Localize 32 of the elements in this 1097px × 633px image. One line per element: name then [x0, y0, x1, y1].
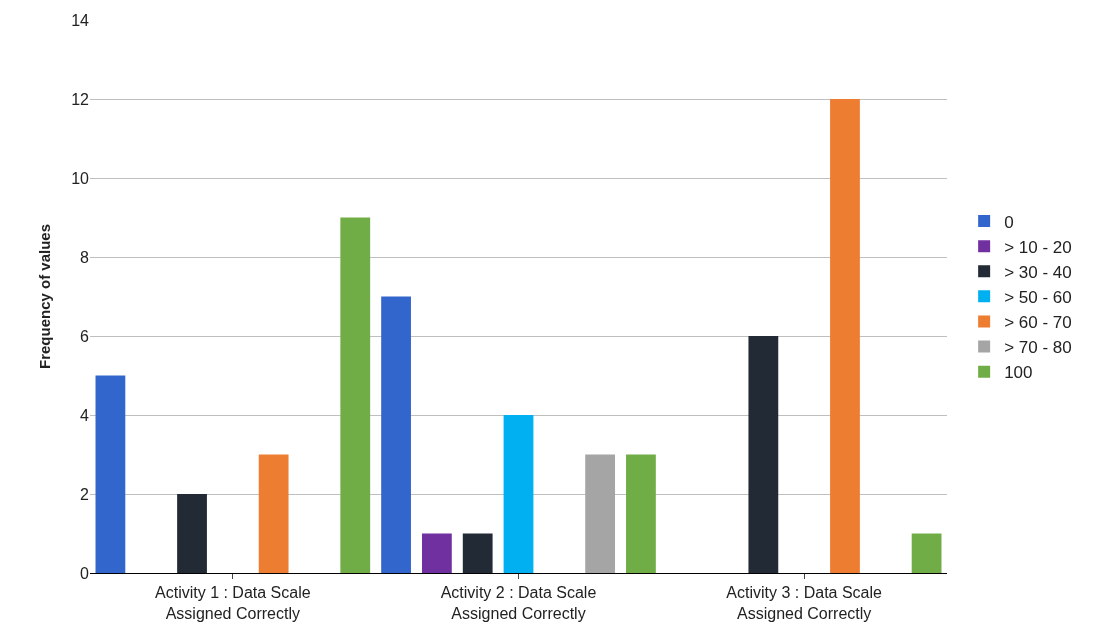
bar — [340, 217, 371, 573]
bar — [830, 99, 860, 573]
legend-label: 0 — [1004, 212, 1014, 232]
y-tick-label: 10 — [71, 169, 90, 187]
y-tick-label: 14 — [71, 11, 90, 29]
bar — [626, 454, 656, 573]
y-tick-label: 0 — [80, 564, 90, 582]
bar — [585, 454, 616, 573]
bar — [462, 533, 493, 573]
bar — [258, 454, 289, 573]
y-tick-label: 8 — [80, 248, 90, 266]
legend-label: 100 — [1004, 363, 1033, 383]
bar — [381, 296, 411, 573]
legend-label: > 10 - 20 — [1004, 237, 1072, 257]
bar — [177, 494, 207, 573]
legend-label: > 30 - 40 — [1004, 262, 1072, 282]
legend-label: > 50 - 60 — [1004, 287, 1072, 307]
bar — [95, 375, 126, 573]
x-tick-label: Activity 1 : Data Scale Assigned Correctly — [155, 584, 311, 622]
y-tick-label: 2 — [80, 485, 90, 503]
legend-label: > 60 - 70 — [1004, 313, 1072, 333]
x-tick-label: Activity 2 : Data Scale Assigned Correctly — [440, 584, 597, 622]
x-tick-label: Activity 3 : Data Scale Assigned Correctly — [726, 584, 883, 622]
bar — [421, 533, 452, 573]
legend-label: > 70 - 80 — [1004, 338, 1072, 358]
y-tick-label: 4 — [80, 406, 90, 424]
bar — [503, 415, 534, 573]
y-tick-label: 12 — [71, 90, 90, 108]
y-tick-label: 6 — [80, 327, 90, 345]
bar — [748, 336, 779, 573]
bar — [911, 533, 942, 573]
y-axis-title: Frequency of values — [36, 223, 53, 370]
